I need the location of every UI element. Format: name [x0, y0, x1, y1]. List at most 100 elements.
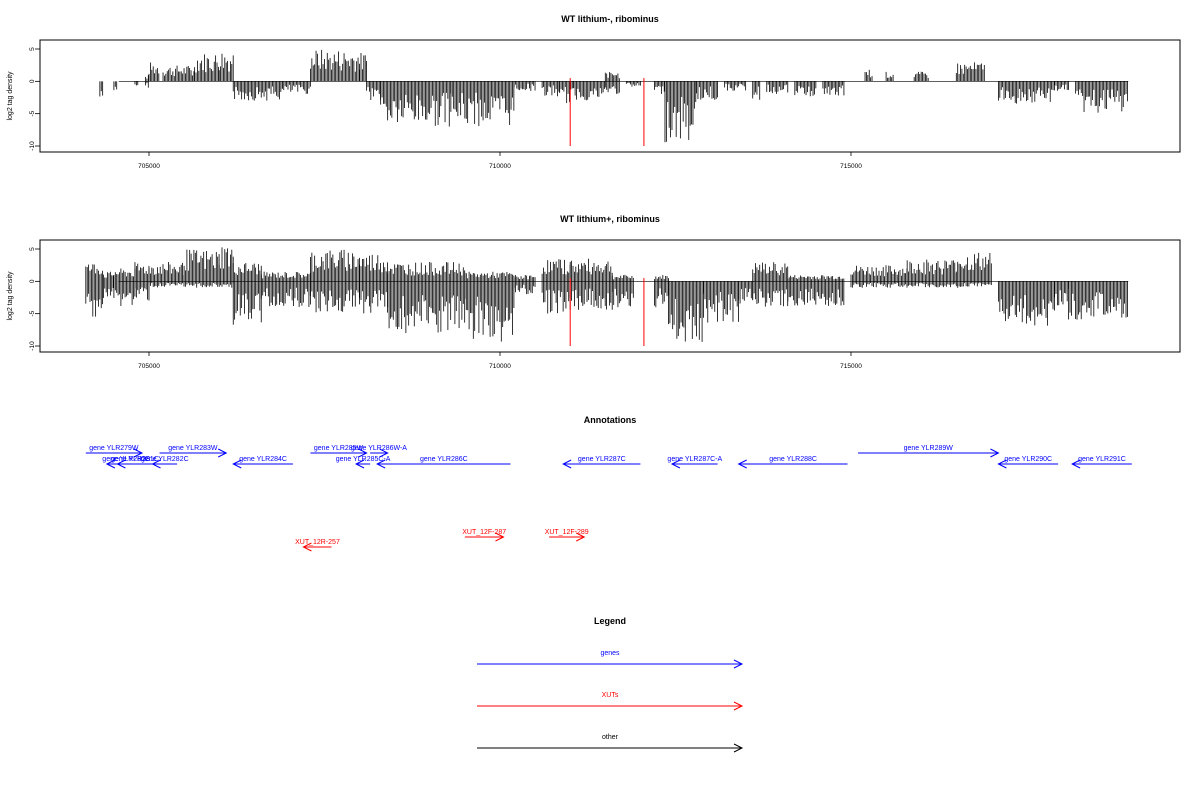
- bar-segment: [145, 75, 149, 88]
- feature: gene YLR288C: [737, 456, 848, 469]
- bar-segment: [541, 81, 560, 97]
- bar-segment: [380, 81, 452, 127]
- bar-segment: [281, 81, 311, 94]
- bar-segment: [183, 249, 220, 288]
- bar-segment: [668, 281, 704, 342]
- bar-segment: [513, 275, 536, 295]
- bar-segment: [611, 274, 634, 308]
- bar-segment: [366, 81, 382, 100]
- bar-segment: [134, 262, 150, 301]
- y-tick-label: 0: [29, 79, 36, 83]
- x-tick-label: 715000: [840, 363, 862, 370]
- arrowhead-icon: [151, 459, 161, 469]
- density-panel-lithium-plus: WT lithium+, ribominus log2 tag density …: [7, 214, 1181, 370]
- bar-segment: [232, 263, 262, 325]
- bar-segment: [724, 81, 747, 91]
- plot-frame: [39, 39, 1181, 153]
- bar-segment: [1075, 81, 1128, 113]
- feature: gene YLR279W: [85, 445, 144, 458]
- feature-label: gene YLR286W-A: [351, 445, 407, 452]
- feature: gene YLR283W: [159, 445, 228, 458]
- feature: gene YLR284C: [232, 456, 293, 469]
- bar-segment: [134, 81, 139, 86]
- bar-segment: [148, 62, 160, 82]
- bar-segment: [464, 271, 515, 342]
- bar-segment: [387, 262, 466, 334]
- y-tick-label: -5: [29, 110, 36, 116]
- x-tick-label: 710000: [489, 363, 511, 370]
- legend-item: XUTs: [477, 692, 744, 711]
- bar-segment: [113, 268, 136, 306]
- feature: gene YLR281C: [111, 456, 159, 469]
- feature: gene YLR290C: [997, 456, 1059, 469]
- feature: XUT_12F-289: [545, 529, 589, 542]
- arrowhead-icon: [133, 448, 144, 458]
- feature: gene YLR289W: [858, 445, 1000, 458]
- arrowhead-icon: [376, 459, 386, 469]
- panel-title: WT lithium+, ribominus: [560, 214, 660, 224]
- bar-segment: [513, 81, 536, 91]
- legend-label: genes: [600, 650, 620, 657]
- arrowhead-icon: [302, 542, 312, 552]
- feature-label: XUT_12F-287: [462, 529, 506, 536]
- feature-label: gene YLR289W: [904, 445, 954, 452]
- x-tick-label: 705000: [138, 163, 160, 170]
- arrowhead-icon: [105, 459, 116, 469]
- bar-segment: [906, 259, 957, 288]
- bar-segment: [569, 258, 613, 310]
- arrowhead-icon: [354, 459, 365, 469]
- feature-label: gene YLR280C: [102, 456, 150, 463]
- y-axis-label: log2 tag density: [7, 271, 14, 321]
- density-panel-lithium-minus: WT lithium-, ribominus log2 tag density …: [7, 14, 1181, 170]
- bar-segment: [766, 81, 789, 94]
- arrowhead-icon: [562, 459, 572, 469]
- legend-item: genes: [477, 650, 744, 669]
- density-bars: [85, 247, 1129, 346]
- bar-segment: [541, 259, 571, 314]
- bar-segment: [1068, 281, 1128, 320]
- bar-segment: [359, 254, 389, 314]
- feature: gene YLR287C: [562, 456, 641, 469]
- legend: Legend genes XUTs other: [477, 616, 744, 753]
- bar-segment: [654, 275, 669, 308]
- arrowhead-icon: [990, 448, 1000, 458]
- bar-segment: [99, 81, 104, 97]
- arrowhead-icon: [358, 448, 368, 458]
- legend-item: other: [477, 734, 744, 753]
- arrowhead-icon: [733, 743, 744, 753]
- legend-title: Legend: [594, 616, 626, 626]
- bar-segment: [752, 81, 761, 100]
- xut-features: XUT_12R-257 XUT_12F-287 XUT_12F-289: [295, 529, 589, 552]
- bar-segment: [85, 264, 104, 317]
- legend-items: genes XUTs other: [477, 650, 744, 753]
- feature: gene YLR285C-A: [336, 456, 391, 469]
- bar-segment: [998, 81, 1055, 104]
- bar-segment: [194, 54, 219, 82]
- feature-label: gene YLR285C-A: [336, 456, 391, 463]
- feature: gene YLR286W-A: [351, 445, 407, 458]
- bar-segment: [218, 53, 234, 82]
- feature: gene YLR287C-A: [667, 456, 723, 469]
- bar-segment: [162, 65, 192, 82]
- bar-segment: [885, 71, 894, 82]
- arrowhead-icon: [116, 459, 126, 469]
- feature-label: gene YLR279W: [89, 445, 139, 452]
- bar-segment: [864, 69, 873, 82]
- bar-segment: [359, 53, 368, 82]
- feature-label: gene YLR287C: [578, 456, 626, 463]
- legend-label: other: [602, 734, 619, 741]
- bar-segment: [148, 262, 185, 288]
- feature-label: XUT_12F-289: [545, 529, 589, 536]
- feature-label: gene YLR288C: [769, 456, 817, 463]
- arrowhead-icon: [495, 532, 505, 542]
- bar-segment: [703, 281, 739, 323]
- bar-segment: [260, 271, 311, 308]
- y-tick-label: -10: [29, 341, 36, 351]
- bar-segment: [738, 281, 754, 304]
- annotations-title: Annotations: [584, 415, 637, 425]
- axes: -10 -5 0 5 705000 710000 715000: [29, 247, 862, 370]
- bar-segment: [752, 262, 789, 307]
- feature-label: gene YLR284C: [239, 456, 287, 463]
- arrowhead-icon: [733, 701, 744, 711]
